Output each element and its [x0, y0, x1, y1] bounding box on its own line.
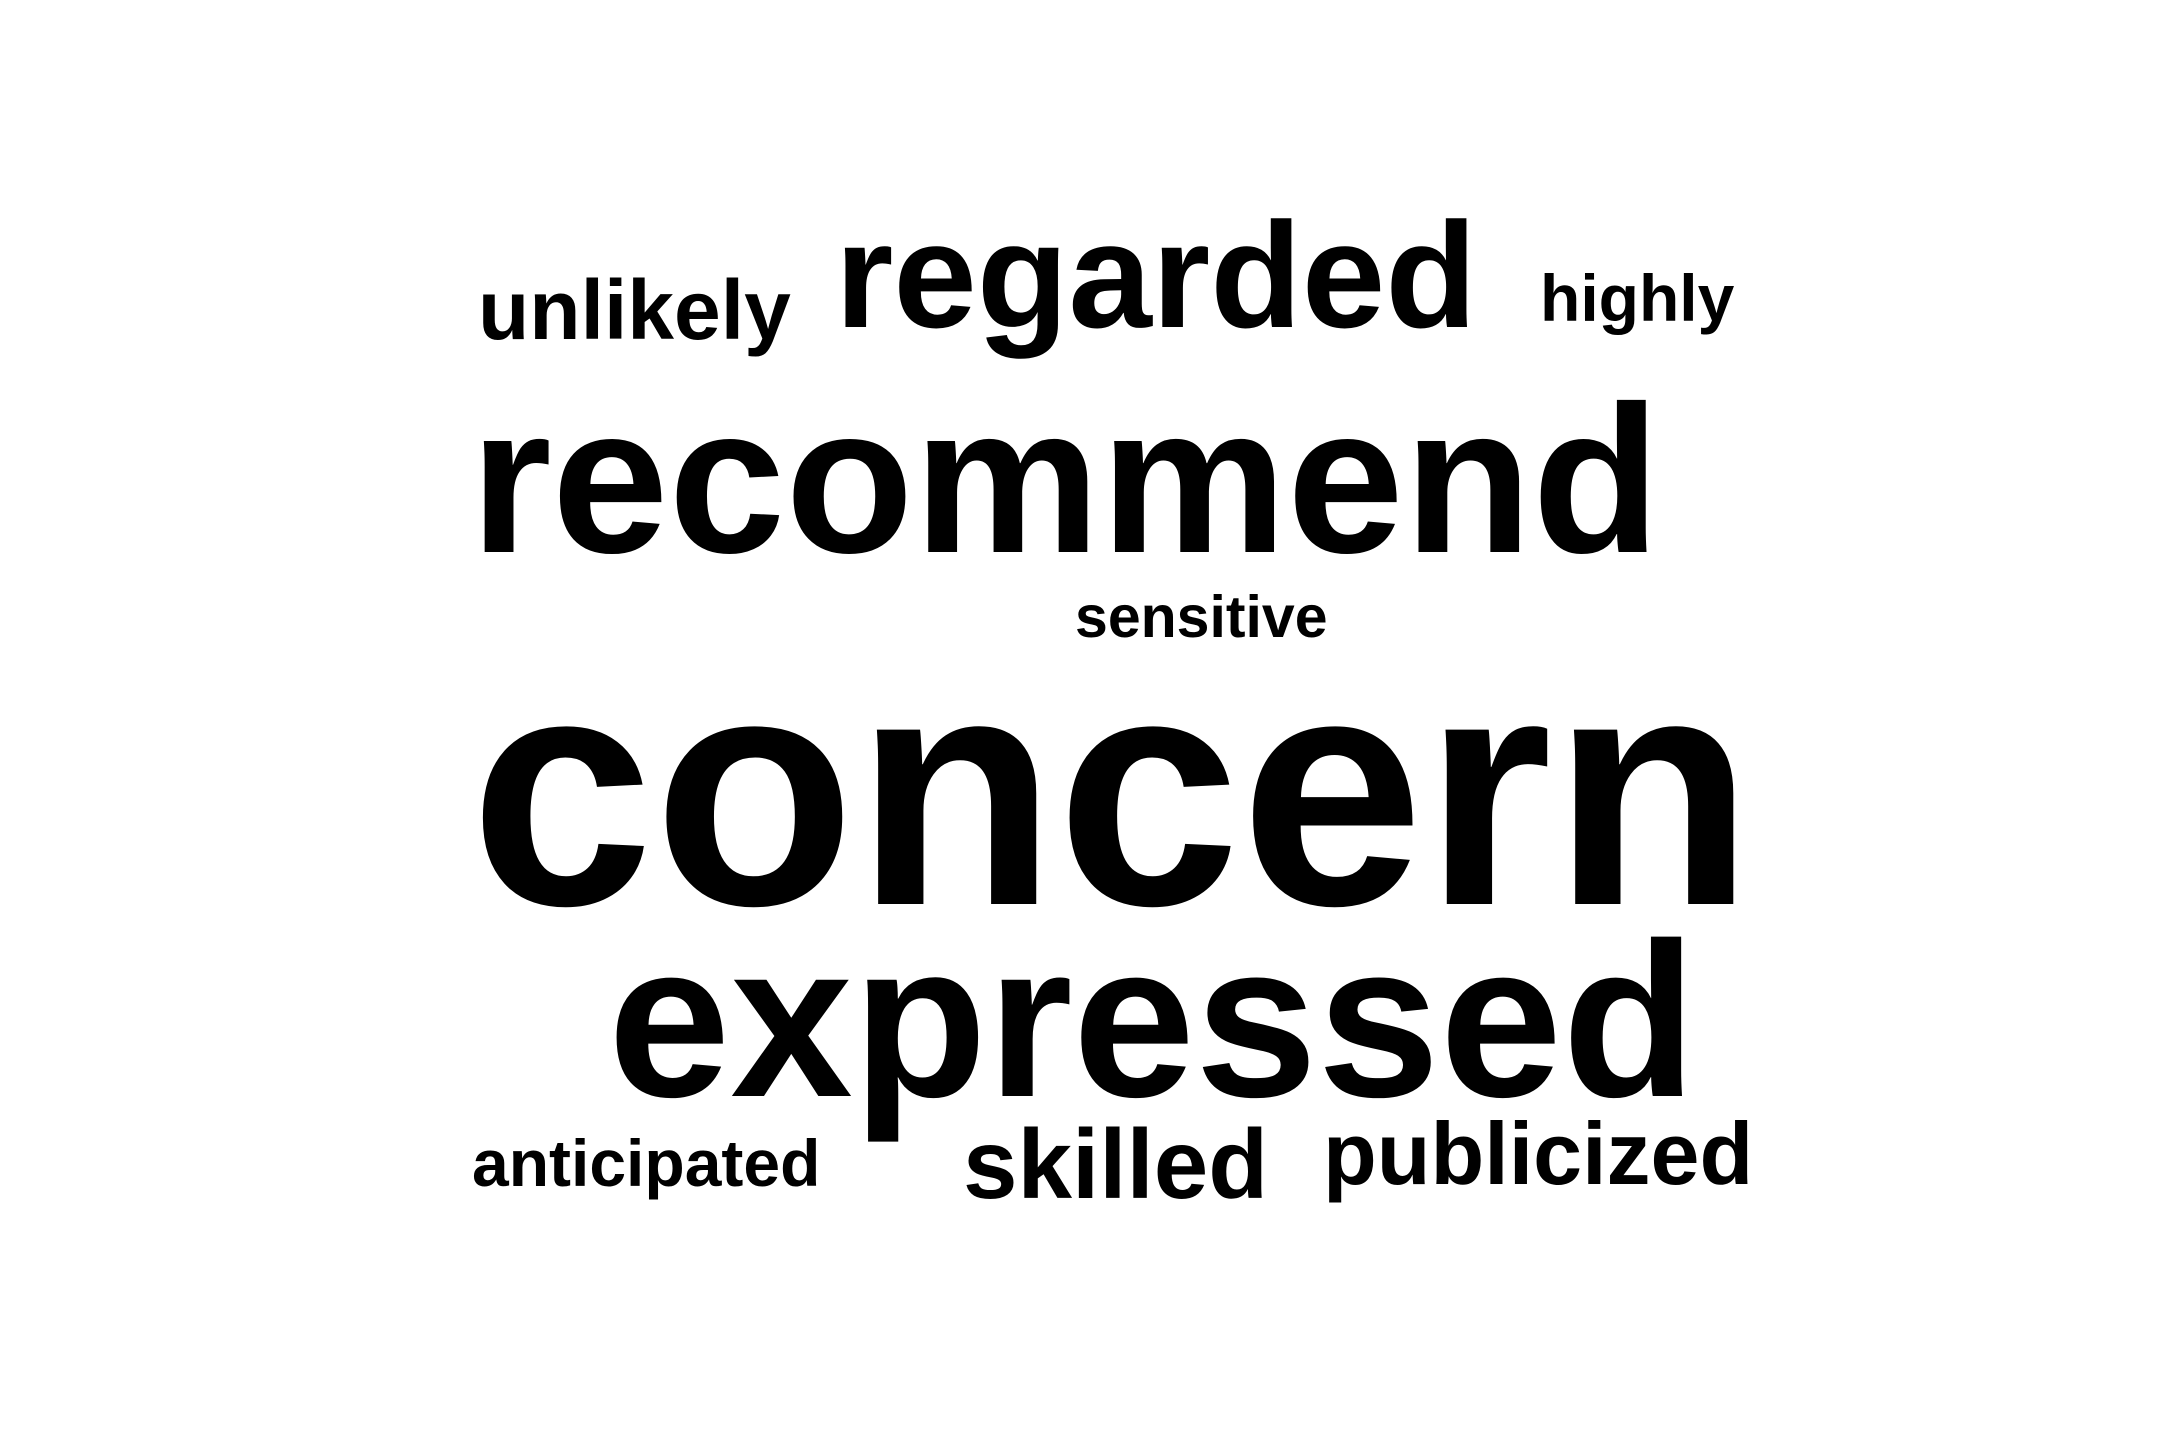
word-unlikely: unlikely	[478, 263, 791, 357]
word-recommend: recommend	[470, 362, 1661, 597]
word-regarded: regarded	[835, 191, 1477, 359]
word-highly: highly	[1540, 261, 1735, 335]
word-concern: concern	[470, 605, 1754, 974]
word-skilled: skilled	[963, 1109, 1269, 1219]
word-anticipated: anticipated	[472, 1126, 821, 1200]
word-expressed: expressed	[608, 897, 1697, 1143]
word-publicized: publicized	[1323, 1104, 1754, 1203]
word-sensitive: sensitive	[1075, 584, 1328, 650]
